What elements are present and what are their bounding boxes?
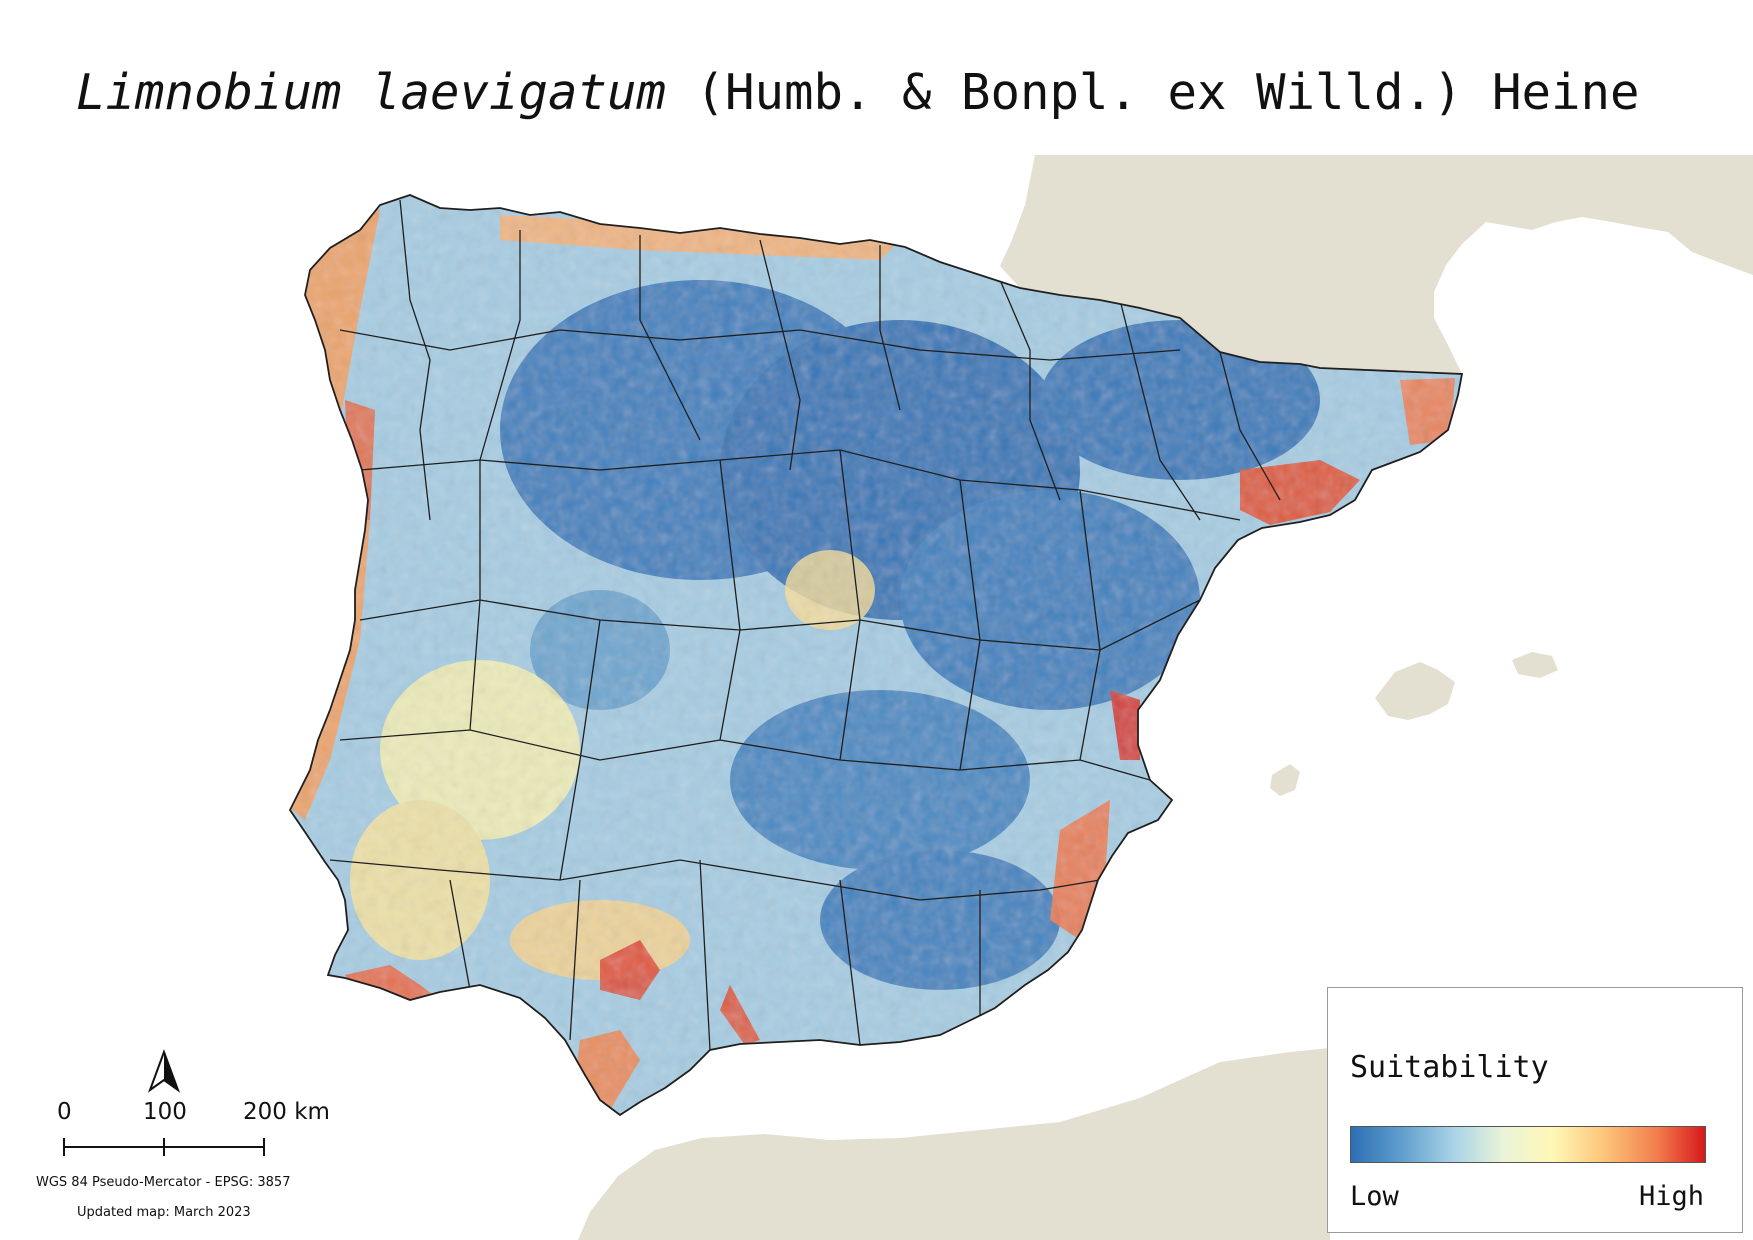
scale-tick-100: 100 [143,1099,187,1125]
scale-tick-200km: 200 km [243,1099,330,1125]
france-land [1000,155,1753,374]
projection-note: WGS 84 Pseudo-Mercator - EPSG: 3857 [36,1175,291,1190]
scale-tick-0: 0 [57,1099,72,1125]
ibiza-land [1270,764,1300,796]
legend-title: Suitability [1350,1050,1549,1085]
mallorca-land [1375,662,1455,720]
map-title: Limnobium laevigatum (Humb. & Bonpl. ex … [76,64,1640,121]
legend-low-label: Low [1350,1181,1399,1212]
scale-bar [63,1138,265,1156]
update-note: Updated map: March 2023 [77,1205,251,1220]
legend-color-ramp [1350,1126,1706,1163]
species-authority: (Humb. & Bonpl. ex Willd.) Heine [666,64,1640,121]
iberia-outline [288,194,1464,1117]
menorca-land [1512,652,1558,678]
africa-land [578,1048,1330,1240]
province-borders [329,199,1281,1051]
legend-box: Suitability Low High [1327,987,1743,1233]
legend-high-label: High [1638,1181,1704,1212]
species-name: Limnobium laevigatum [76,64,667,121]
north-arrow-icon [147,1049,181,1093]
